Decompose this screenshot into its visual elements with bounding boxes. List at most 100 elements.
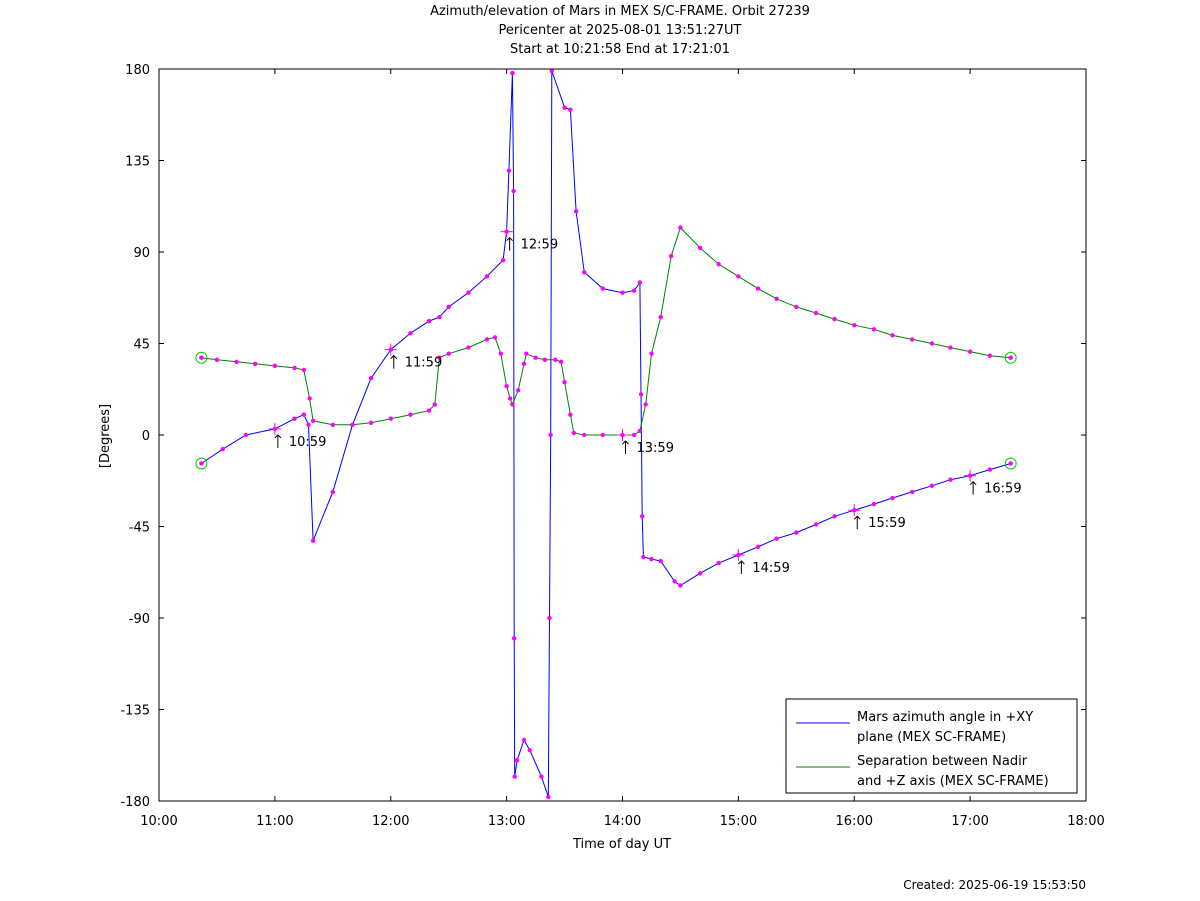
data-point [511,188,516,194]
data-point [330,422,336,428]
y-tick-label: 180 [125,63,150,78]
y-axis-label: [Degrees] [98,404,113,468]
data-point [510,402,515,407]
data-point [301,367,307,373]
data-point [909,489,915,495]
data-point [638,392,644,397]
data-point [562,379,567,385]
data-point [388,416,393,421]
legend-box [785,698,1078,794]
y-tick-label: 135 [125,155,150,170]
data-point [568,412,573,417]
data-point [199,461,204,466]
data-point [506,168,512,173]
data-point [987,467,993,472]
y-tick-label: -180 [120,795,150,810]
data-point [631,288,637,293]
endpoint-circle [195,457,208,470]
legend-label-azimuth-2: plane (MEX SC-FRAME) [857,730,1006,745]
annotation-arrow [274,434,282,448]
data-point [987,353,993,358]
x-tick-label: 17:00 [951,814,988,829]
data-point [890,495,895,501]
data-point [432,402,437,407]
data-point [306,422,311,428]
annotation-arrow [622,440,629,454]
x-tick-label: 18:00 [1067,814,1104,829]
data-point [437,355,442,360]
data-point [774,296,779,301]
data-point [813,310,819,316]
data-point [794,304,799,310]
data-point [736,274,741,279]
data-point [948,345,953,350]
time-annotation: 15:59 [868,516,905,531]
data-point [542,357,548,362]
data-point [507,396,513,401]
data-point [755,544,761,550]
data-point [637,428,643,434]
data-point [368,420,374,425]
legend-label-separation-1: Separation between Nadir [857,754,1028,769]
data-point [658,558,663,564]
data-point [466,290,471,295]
data-point [234,359,239,364]
data-point [220,447,225,452]
annotation-arrow [969,480,977,495]
data-point [547,615,552,621]
data-point [678,583,683,588]
data-point [871,327,877,332]
data-point [539,774,544,779]
data-point [832,316,837,322]
y-tick-label: -90 [129,612,150,627]
data-point [641,554,646,560]
data-point [582,270,587,275]
y-tick-label: 90 [133,246,150,261]
data-point [1008,461,1013,466]
markers-layer [195,68,1017,800]
data-point [511,636,517,641]
time-annotation: 11:59 [405,356,442,371]
data-point [533,355,538,360]
data-point [678,225,683,230]
data-point [446,351,451,356]
annotation-arrow [506,236,513,251]
data-point [813,522,819,527]
tick-labels: 10:00 11:00 12:00 13:00 14:00 15:00 16:00 17:00… [120,63,1104,829]
data-point [600,432,606,438]
data-point [292,416,297,421]
data-point [562,105,567,110]
data-point [466,345,471,350]
data-point [307,396,312,401]
data-point [568,107,573,112]
data-point [521,737,527,743]
endpoint-circle [1004,457,1017,470]
x-axis-label: Time of day UT [572,837,671,852]
data-point [794,530,799,535]
data-point [668,253,674,259]
data-point [620,290,625,295]
legend-label-azimuth-1: Mars azimuth angle in +XY [857,710,1033,725]
data-point [408,412,413,417]
time-annotation: 13:59 [637,441,674,456]
data-point [330,489,336,495]
data-point [527,747,532,753]
data-point [716,262,721,267]
data-point [548,432,553,438]
endpoint-circle [1004,351,1017,364]
time-annotation: 12:59 [521,238,558,253]
data-point [948,477,953,482]
data-point [292,365,297,371]
data-point [350,422,355,428]
data-point [426,318,432,324]
data-point [514,758,520,763]
data-point [871,501,877,507]
data-point [310,538,316,543]
time-annotation: 10:59 [289,435,326,450]
time-annotation: 16:59 [984,482,1021,497]
data-point [446,304,451,310]
data-point [582,432,587,438]
data-point [500,257,506,263]
data-point [252,361,258,367]
